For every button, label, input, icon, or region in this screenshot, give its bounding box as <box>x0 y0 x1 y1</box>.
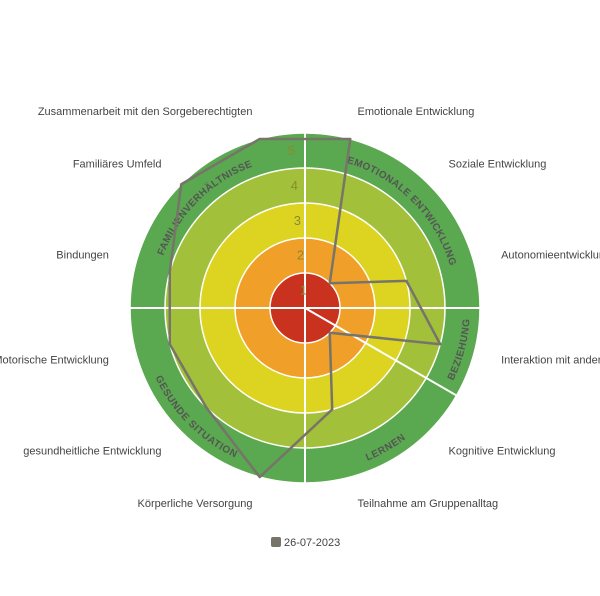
r-tick-label: 2 <box>297 248 304 263</box>
series-line <box>168 137 442 479</box>
category-label: Kognitive Entwicklung <box>449 445 556 457</box>
r-tick-label: 5 <box>288 143 295 158</box>
category-label: gesundheitliche Entwicklung <box>23 445 161 457</box>
legend-label: 26-07-2023 <box>284 537 340 549</box>
category-label: Zusammenarbeit mit den Sorgeberechtigten <box>38 106 253 118</box>
category-label: Bindungen <box>56 249 109 261</box>
category-label: Soziale Entwicklung <box>449 158 547 170</box>
category-label: Autonomieentwicklung <box>501 249 600 261</box>
r-tick-label: 3 <box>294 213 301 228</box>
category-label: Teilnahme am Gruppenalltag <box>358 498 499 510</box>
category-label: Emotionale Entwicklung <box>358 106 475 118</box>
r-tick-label: 1 <box>300 283 307 298</box>
category-label: Interaktion mit anderen <box>501 354 600 366</box>
legend-swatch <box>271 537 281 547</box>
category-label: Familiäres Umfeld <box>73 158 162 170</box>
r-tick-label: 4 <box>291 178 298 193</box>
category-label: Motorische Entwicklung <box>0 354 109 366</box>
category-label: Körperliche Versorgung <box>137 498 252 510</box>
group-divider <box>304 307 458 397</box>
